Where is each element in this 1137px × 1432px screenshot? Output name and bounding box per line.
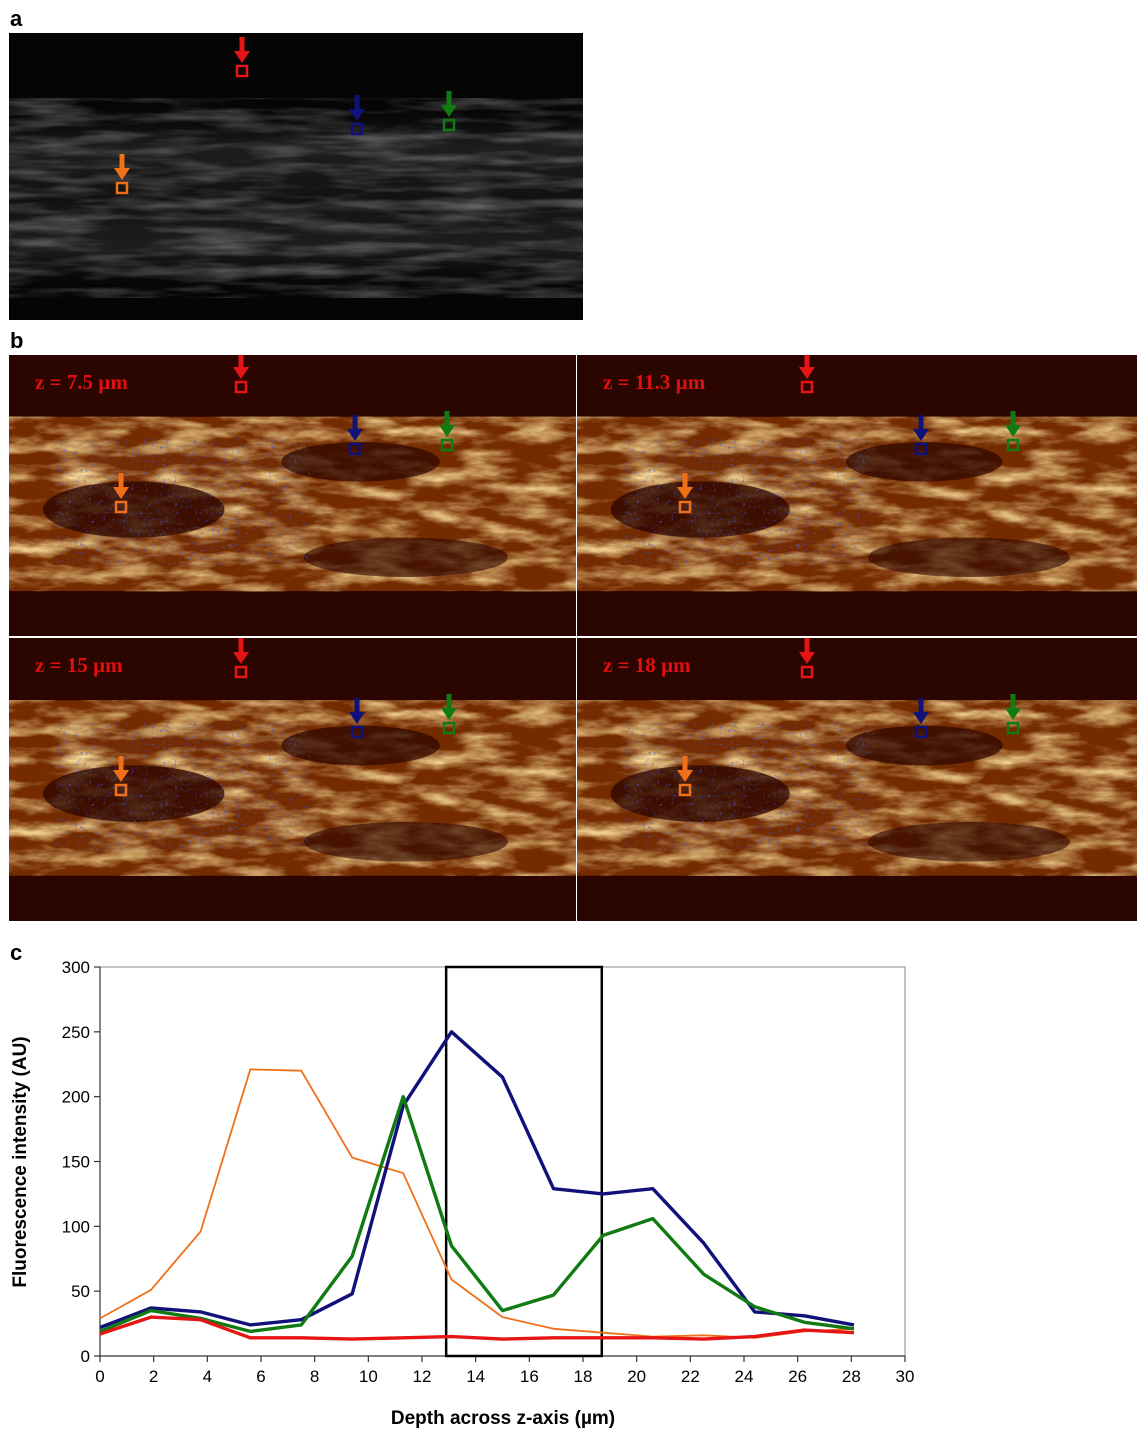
slice-1: z = 7.5 µm: [9, 355, 576, 636]
slice-2: z = 11.3 µm: [577, 355, 1137, 636]
y-tick-label: 150: [62, 1153, 90, 1172]
marker-green: [439, 411, 455, 452]
pseudocolor-slices: z = 7.5 µm z = 11.3 µm z = 15 µm z = 18 µm: [9, 355, 1137, 921]
chart-series: [99, 1030, 855, 1341]
marker-blue: [913, 698, 929, 739]
y-tick-label: 200: [62, 1088, 90, 1107]
y-tick-label: 0: [81, 1347, 90, 1366]
marker-group: [114, 37, 457, 195]
x-tick-label: 14: [466, 1367, 485, 1386]
marker-blue: [349, 698, 365, 739]
marker-red: [234, 37, 250, 78]
marker-blue: [349, 95, 365, 136]
x-tick-label: 12: [413, 1367, 432, 1386]
highlight-box: [444, 965, 604, 1358]
y-axis-title: Fluorescence intensity (AU): [10, 1036, 31, 1287]
marker-red: [799, 355, 815, 394]
marker-red: [799, 638, 815, 679]
x-tick-label: 4: [203, 1367, 212, 1386]
x-tick-label: 18: [574, 1367, 593, 1386]
x-tick-label: 2: [149, 1367, 158, 1386]
x-tick-label: 20: [627, 1367, 646, 1386]
y-tick-label: 300: [62, 958, 90, 977]
x-tick-label: 28: [842, 1367, 861, 1386]
y-tick-label: 250: [62, 1023, 90, 1042]
panel-label-c: c: [10, 940, 23, 965]
series-line-4: [99, 1315, 855, 1341]
x-tick-label: 6: [256, 1367, 265, 1386]
marker-orange: [677, 756, 693, 797]
plot-area: [99, 966, 906, 1357]
z-depth-label: z = 15 µm: [35, 653, 123, 677]
y-tick-label: 50: [71, 1282, 90, 1301]
z-depth-label: z = 11.3 µm: [603, 370, 706, 394]
marker-green: [1005, 411, 1021, 452]
x-tick-label: 16: [520, 1367, 539, 1386]
x-axis-title: Depth across z-axis (µm): [391, 1408, 615, 1429]
x-tick-label: 8: [310, 1367, 319, 1386]
marker-red: [233, 638, 249, 679]
marker-green: [1005, 694, 1021, 735]
marker-orange: [114, 154, 130, 195]
x-tick-label: 26: [788, 1367, 807, 1386]
marker-red: [233, 355, 249, 394]
grayscale-micrograph: [9, 33, 583, 320]
slice-grid: z = 7.5 µm z = 11.3 µm z = 15 µm z = 18 µm: [9, 355, 1137, 921]
slice-3: z = 15 µm: [9, 638, 576, 921]
z-depth-label: z = 18 µm: [603, 653, 691, 677]
z-depth-label: z = 7.5 µm: [35, 370, 128, 394]
series-line-2: [99, 1030, 855, 1330]
panel-label-b: b: [10, 328, 24, 353]
x-tick-label: 0: [95, 1367, 104, 1386]
x-tick-label: 30: [896, 1367, 915, 1386]
x-tick-label: 10: [359, 1367, 378, 1386]
marker-green: [441, 91, 457, 132]
panel-label-a: a: [10, 6, 23, 31]
marker-green: [441, 694, 457, 735]
slice-4: z = 18 µm: [577, 638, 1137, 921]
x-tick-label: 24: [735, 1367, 754, 1386]
marker-blue: [347, 415, 363, 456]
marker-orange: [677, 473, 693, 514]
x-tick-label: 22: [681, 1367, 700, 1386]
marker-blue: [913, 415, 929, 456]
marker-orange: [113, 473, 129, 514]
y-tick-label: 100: [62, 1217, 90, 1236]
marker-orange: [113, 756, 129, 797]
series-line-3: [99, 1094, 855, 1334]
